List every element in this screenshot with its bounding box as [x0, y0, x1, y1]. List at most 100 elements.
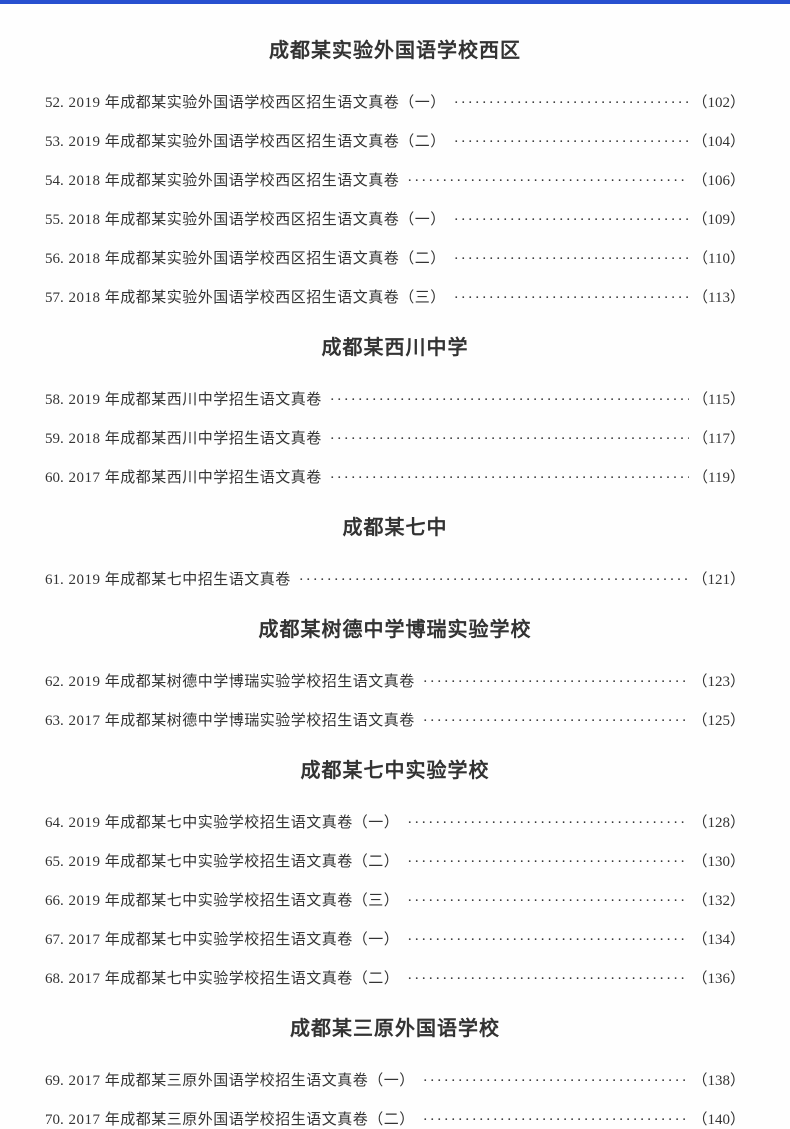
entry-page: （132）: [692, 889, 745, 910]
entry-title: . 2019 年成都某树德中学博瑞实验学校招生语文真卷: [60, 670, 415, 691]
entry-title: . 2017 年成都某七中实验学校招生语文真卷（一）: [60, 928, 399, 949]
entry-number: 53: [45, 134, 60, 151]
entry-page: （110）: [693, 247, 745, 268]
entry-leader-dots: [454, 290, 689, 307]
section-title: 成都某七中实验学校: [45, 754, 745, 783]
entry-page: （134）: [692, 928, 745, 949]
entry-page: （140）: [692, 1108, 745, 1129]
toc-entry: 64. 2019 年成都某七中实验学校招生语文真卷（一） （128）: [45, 811, 745, 832]
toc-entry: 55. 2018 年成都某实验外国语学校西区招生语文真卷（一） （109）: [45, 208, 745, 229]
toc-entry: 56. 2018 年成都某实验外国语学校西区招生语文真卷（二）（110）: [45, 247, 745, 268]
toc-entry: 58. 2019 年成都某西川中学招生语文真卷（115）: [45, 388, 745, 409]
entry-number: 56: [45, 251, 60, 268]
toc-entry: 61. 2019 年成都某七中招生语文真卷 （121）: [45, 568, 745, 589]
entry-page: （109）: [692, 208, 745, 229]
entry-number: 57: [45, 290, 60, 307]
entry-number: 60: [45, 470, 60, 487]
entry-title: . 2019 年成都某西川中学招生语文真卷: [60, 388, 322, 409]
entry-page: （121）: [692, 568, 745, 589]
toc-section: 成都某实验外国语学校西区52. 2019 年成都某实验外国语学校西区招生语文真卷…: [45, 34, 745, 307]
section-title: 成都某树德中学博瑞实验学校: [45, 613, 745, 642]
toc-entry: 68. 2017 年成都某七中实验学校招生语文真卷（二） （136）: [45, 967, 745, 988]
entry-title: . 2019 年成都某七中实验学校招生语文真卷（一）: [60, 811, 399, 832]
entry-leader-dots: [299, 572, 689, 589]
entry-number: 52: [45, 95, 60, 112]
entry-leader-dots: [454, 212, 689, 229]
entry-number: 70: [45, 1112, 60, 1129]
entry-title: . 2019 年成都某七中招生语文真卷: [60, 568, 291, 589]
toc-section: 成都某七中 61. 2019 年成都某七中招生语文真卷 （121）: [45, 511, 745, 589]
entry-title: . 2017 年成都某树德中学博瑞实验学校招生语文真卷: [60, 709, 415, 730]
entry-leader-dots: [423, 713, 689, 730]
entry-title: . 2019 年成都某七中实验学校招生语文真卷（二）: [60, 850, 399, 871]
top-accent-bar: [0, 0, 790, 4]
entry-title: . 2018 年成都某实验外国语学校西区招生语文真卷（三）: [60, 286, 446, 307]
toc-entry: 69. 2017 年成都某三原外国语学校招生语文真卷（一） （138）: [45, 1069, 745, 1090]
entry-leader-dots: [454, 134, 689, 151]
entry-leader-dots: [423, 1112, 689, 1129]
entry-title: . 2017 年成都某三原外国语学校招生语文真卷（二）: [60, 1108, 415, 1129]
entry-leader-dots: [407, 971, 688, 988]
entry-number: 59: [45, 431, 60, 448]
entry-title: . 2019 年成都某七中实验学校招生语文真卷（三）: [60, 889, 399, 910]
entry-leader-dots: [423, 1073, 689, 1090]
section-title: 成都某实验外国语学校西区: [45, 34, 745, 63]
entry-number: 61: [45, 572, 60, 589]
toc-entry: 53. 2019 年成都某实验外国语学校西区招生语文真卷（二） （104）: [45, 130, 745, 151]
toc-entry: 67. 2017 年成都某七中实验学校招生语文真卷（一） （134）: [45, 928, 745, 949]
entry-page: （102）: [692, 91, 745, 112]
entry-number: 67: [45, 932, 60, 949]
section-title: 成都某西川中学: [45, 331, 745, 360]
toc-entry: 57. 2018 年成都某实验外国语学校西区招生语文真卷（三） （113）: [45, 286, 745, 307]
entry-number: 66: [45, 893, 60, 910]
entry-page: （130）: [692, 850, 745, 871]
entry-page: （125）: [692, 709, 745, 730]
toc-section: 成都某三原外国语学校 69. 2017 年成都某三原外国语学校招生语文真卷（一） （…: [45, 1012, 745, 1129]
entry-title: . 2019 年成都某实验外国语学校西区招生语文真卷（一）: [60, 91, 446, 112]
entry-page: （138）: [692, 1069, 745, 1090]
entry-page: （113）: [693, 286, 745, 307]
toc-entry: 65. 2019 年成都某七中实验学校招生语文真卷（二） （130）: [45, 850, 745, 871]
toc-entry: 59. 2018 年成都某西川中学招生语文真卷 （117）: [45, 427, 745, 448]
toc-entry: 62. 2019 年成都某树德中学博瑞实验学校招生语文真卷 （123）: [45, 670, 745, 691]
section-title: 成都某七中: [45, 511, 745, 540]
entry-page: （128）: [692, 811, 745, 832]
toc-entry: 54. 2018 年成都某实验外国语学校西区招生语文真卷 （106）: [45, 169, 745, 190]
entry-page: （123）: [692, 670, 745, 691]
entry-title: . 2018 年成都某实验外国语学校西区招生语文真卷（一）: [60, 208, 446, 229]
entry-title: . 2019 年成都某实验外国语学校西区招生语文真卷（二）: [60, 130, 446, 151]
entry-number: 54: [45, 173, 60, 190]
entry-leader-dots: [423, 674, 689, 691]
entry-leader-dots: [407, 893, 688, 910]
toc-entry: 70. 2017 年成都某三原外国语学校招生语文真卷（二） （140）: [45, 1108, 745, 1129]
entry-leader-dots: [330, 470, 689, 487]
entry-page: （104）: [692, 130, 745, 151]
section-title: 成都某三原外国语学校: [45, 1012, 745, 1041]
toc-entry: 63. 2017 年成都某树德中学博瑞实验学校招生语文真卷 （125）: [45, 709, 745, 730]
entry-title: . 2017 年成都某三原外国语学校招生语文真卷（一）: [60, 1069, 415, 1090]
entry-page: （106）: [692, 169, 745, 190]
toc-section: 成都某七中实验学校 64. 2019 年成都某七中实验学校招生语文真卷（一） （12…: [45, 754, 745, 988]
entry-number: 55: [45, 212, 60, 229]
toc-section: 成都某西川中学58. 2019 年成都某西川中学招生语文真卷（115）59. 2…: [45, 331, 745, 487]
entry-leader-dots: [407, 173, 688, 190]
entry-title: . 2018 年成都某实验外国语学校西区招生语文真卷: [60, 169, 399, 190]
toc-section: 成都某树德中学博瑞实验学校 62. 2019 年成都某树德中学博瑞实验学校招生语文…: [45, 613, 745, 730]
entry-page: （136）: [692, 967, 745, 988]
toc-entry: 60. 2017 年成都某西川中学招生语文真卷（119）: [45, 466, 745, 487]
entry-number: 69: [45, 1073, 60, 1090]
entry-leader-dots: [330, 431, 689, 448]
entry-number: 62: [45, 674, 60, 691]
entry-title: . 2018 年成都某西川中学招生语文真卷: [60, 427, 322, 448]
toc-entry: 66. 2019 年成都某七中实验学校招生语文真卷（三） （132）: [45, 889, 745, 910]
entry-page: （117）: [693, 427, 745, 448]
entry-number: 64: [45, 815, 60, 832]
entry-number: 68: [45, 971, 60, 988]
entry-number: 65: [45, 854, 60, 871]
entry-number: 58: [45, 392, 60, 409]
toc-entry: 52. 2019 年成都某实验外国语学校西区招生语文真卷（一） （102）: [45, 91, 745, 112]
entry-leader-dots: [407, 815, 688, 832]
entry-title: . 2017 年成都某七中实验学校招生语文真卷（二）: [60, 967, 399, 988]
entry-leader-dots: [454, 251, 689, 268]
entry-number: 63: [45, 713, 60, 730]
